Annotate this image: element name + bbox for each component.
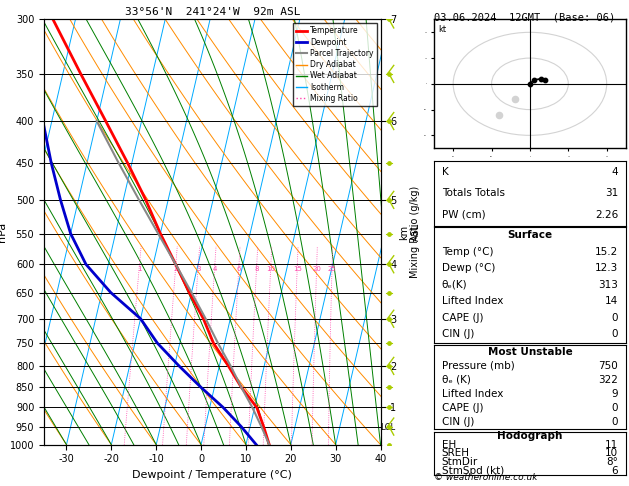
Text: Hodograph: Hodograph [498, 431, 562, 441]
Text: CAPE (J): CAPE (J) [442, 403, 483, 413]
Text: Totals Totals: Totals Totals [442, 188, 504, 198]
Text: 6: 6 [611, 466, 618, 476]
Text: 0: 0 [611, 403, 618, 413]
Point [537, 75, 547, 83]
Text: Dewp (°C): Dewp (°C) [442, 263, 495, 273]
Text: Mixing Ratio (g/kg): Mixing Ratio (g/kg) [410, 186, 420, 278]
Text: 2.26: 2.26 [595, 210, 618, 220]
Text: 15.2: 15.2 [595, 247, 618, 257]
Text: 14: 14 [605, 296, 618, 306]
Text: StmDir: StmDir [442, 457, 478, 467]
Text: PW (cm): PW (cm) [442, 210, 486, 220]
Point [384, 403, 394, 411]
X-axis label: Dewpoint / Temperature (°C): Dewpoint / Temperature (°C) [132, 470, 292, 480]
Point [384, 117, 394, 125]
Text: 25: 25 [328, 266, 337, 272]
Title: 33°56'N  241°24'W  92m ASL: 33°56'N 241°24'W 92m ASL [125, 7, 300, 17]
Text: 750: 750 [598, 361, 618, 371]
Point [529, 76, 539, 84]
Text: 2: 2 [174, 266, 178, 272]
Text: CAPE (J): CAPE (J) [442, 313, 483, 323]
Text: CIN (J): CIN (J) [442, 417, 474, 427]
Text: kt: kt [438, 25, 446, 34]
Text: Lifted Index: Lifted Index [442, 389, 503, 399]
Text: Lifted Index: Lifted Index [442, 296, 503, 306]
Text: 10: 10 [605, 449, 618, 458]
Text: 03.06.2024  12GMT  (Base: 06): 03.06.2024 12GMT (Base: 06) [434, 12, 615, 22]
Point [384, 196, 394, 204]
Text: 10: 10 [266, 266, 276, 272]
Point [384, 289, 394, 296]
Y-axis label: km
ASL: km ASL [399, 223, 421, 241]
Text: 4: 4 [611, 167, 618, 176]
Point [384, 315, 394, 323]
Text: 12.3: 12.3 [595, 263, 618, 273]
Text: StmSpd (kt): StmSpd (kt) [442, 466, 504, 476]
Text: 3: 3 [196, 266, 201, 272]
Point [540, 76, 550, 84]
Point [384, 383, 394, 391]
Point [525, 80, 535, 87]
Text: 0: 0 [611, 313, 618, 323]
Text: 20: 20 [312, 266, 321, 272]
Text: θₑ(K): θₑ(K) [442, 280, 467, 290]
Text: SREH: SREH [442, 449, 470, 458]
Point [384, 423, 394, 431]
Point [384, 260, 394, 268]
Text: 4: 4 [213, 266, 217, 272]
Text: K: K [442, 167, 448, 176]
Text: Pressure (mb): Pressure (mb) [442, 361, 515, 371]
Text: 1: 1 [137, 266, 142, 272]
Text: LCL: LCL [381, 423, 396, 432]
Point [509, 95, 520, 103]
Text: 9: 9 [611, 389, 618, 399]
Text: 8: 8 [255, 266, 259, 272]
Point [384, 230, 394, 238]
Text: θₑ (K): θₑ (K) [442, 375, 470, 385]
Point [384, 362, 394, 370]
Point [384, 339, 394, 347]
Text: CIN (J): CIN (J) [442, 330, 474, 339]
Y-axis label: hPa: hPa [0, 222, 7, 242]
Text: 0: 0 [611, 417, 618, 427]
Text: 11: 11 [605, 440, 618, 450]
Text: Surface: Surface [508, 230, 552, 240]
Point [384, 70, 394, 78]
Text: EH: EH [442, 440, 456, 450]
Text: 8°: 8° [606, 457, 618, 467]
Point [384, 441, 394, 449]
Text: 313: 313 [598, 280, 618, 290]
Point [384, 16, 394, 23]
Text: Most Unstable: Most Unstable [487, 347, 572, 357]
Text: 31: 31 [605, 188, 618, 198]
Text: 322: 322 [598, 375, 618, 385]
Point [494, 111, 504, 119]
Legend: Temperature, Dewpoint, Parcel Trajectory, Dry Adiabat, Wet Adiabat, Isotherm, Mi: Temperature, Dewpoint, Parcel Trajectory… [292, 23, 377, 106]
Text: 6: 6 [237, 266, 242, 272]
Text: © weatheronline.co.uk: © weatheronline.co.uk [434, 473, 538, 482]
Point [384, 159, 394, 167]
Text: 0: 0 [611, 330, 618, 339]
Text: Temp (°C): Temp (°C) [442, 247, 493, 257]
Text: 15: 15 [293, 266, 302, 272]
